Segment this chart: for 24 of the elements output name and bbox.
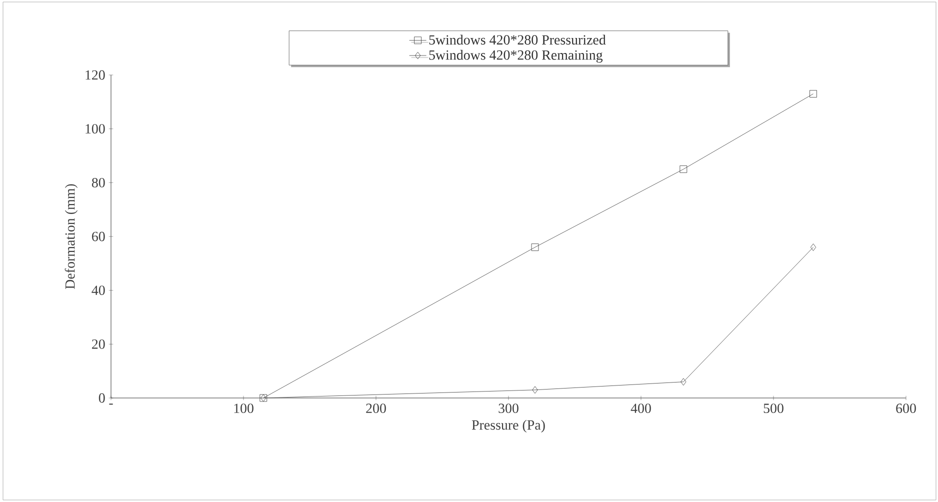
point <box>680 166 688 173</box>
x-tick-label: 100 <box>234 404 254 414</box>
point <box>680 378 686 386</box>
x-tick-label: 300 <box>498 404 518 414</box>
point <box>532 386 538 394</box>
point <box>531 244 539 251</box>
y-tick-label: 120 <box>86 70 105 80</box>
legend-label: 5windows 420*280 Pressurized <box>429 34 606 45</box>
x-tick-label: 200 <box>366 404 386 414</box>
y-tick-label: 60 <box>92 232 105 242</box>
y-tick-label: 40 <box>92 286 105 296</box>
x-tick-label: - <box>109 404 113 405</box>
point <box>810 244 816 251</box>
y-tick-label: 100 <box>86 124 105 134</box>
y-axis-title: Deformation (mm) <box>64 184 78 289</box>
y-tick-label: 0 <box>98 393 105 403</box>
y-tick-label: 80 <box>92 178 105 188</box>
x-tick-label: 400 <box>630 404 651 414</box>
x-tick-label: 500 <box>764 404 784 414</box>
x-axis-title: Pressure (Pa) <box>472 420 545 433</box>
x-tick-label: 600 <box>896 404 916 414</box>
y-tick-label: 20 <box>92 339 105 349</box>
legend-label: 5windows 420*280 Remaining <box>429 50 603 63</box>
point <box>810 90 817 98</box>
